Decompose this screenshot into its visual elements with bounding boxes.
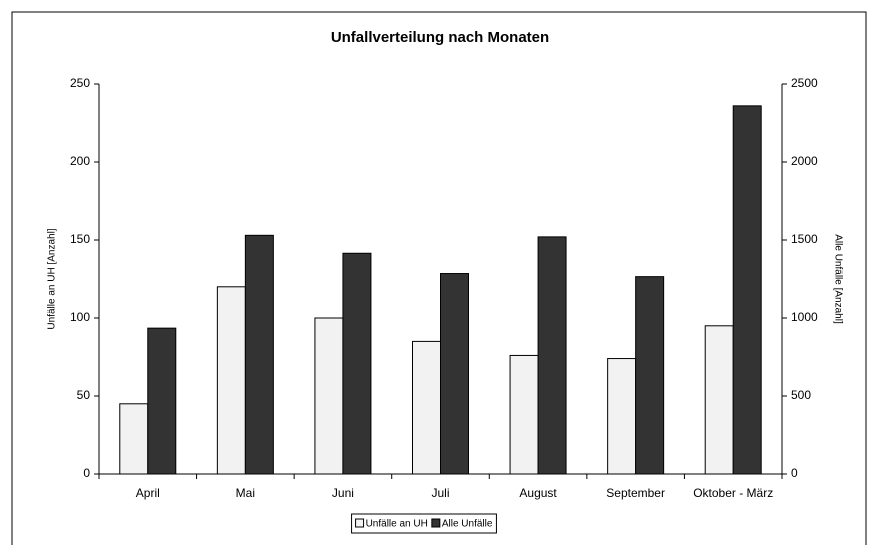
y2-axis-title: Alle Unfälle [Anzahl]	[832, 234, 843, 324]
bar	[607, 358, 637, 475]
bar	[314, 317, 344, 475]
x-tick-label: Mai	[236, 486, 255, 500]
y-tick-label: 0	[83, 466, 90, 480]
y-axis-title: Unfälle an UH [Anzahl]	[47, 228, 58, 329]
y-tick-label: 150	[70, 232, 90, 246]
bar	[704, 325, 734, 475]
bar	[440, 273, 469, 475]
y2-tick-label: 2500	[791, 76, 818, 90]
bar	[509, 354, 539, 475]
legend-label: Unfälle an UH	[366, 519, 428, 530]
bar	[732, 105, 762, 475]
legend-swatch	[431, 518, 441, 528]
x-tick-label: Juni	[332, 486, 354, 500]
y-tick-label: 250	[70, 76, 90, 90]
bar	[244, 234, 274, 475]
bar	[216, 286, 246, 475]
legend-label: Alle Unfälle	[442, 519, 493, 530]
y-tick-label: 200	[70, 154, 90, 168]
y2-tick-label: 0	[791, 466, 798, 480]
x-tick-label: Juli	[431, 486, 449, 500]
bar	[119, 403, 149, 475]
x-tick-label: September	[606, 486, 665, 500]
y2-tick-label: 1500	[791, 232, 818, 246]
bar	[635, 276, 665, 475]
legend-box	[351, 513, 497, 534]
frame	[11, 11, 867, 545]
y2-tick-label: 1000	[791, 310, 818, 324]
x-tick-label: Oktober - März	[693, 486, 773, 500]
legend-swatch	[355, 518, 365, 528]
x-tick-label: April	[136, 486, 160, 500]
x-tick-label: August	[519, 486, 557, 500]
bar	[342, 252, 372, 475]
y2-tick-label: 2000	[791, 154, 818, 168]
bar	[412, 340, 441, 475]
chart-title: Unfallverteilung nach Monaten	[331, 29, 549, 46]
legend: Unfälle an UH Alle Unfälle	[351, 513, 497, 534]
y-tick-label: 50	[77, 388, 91, 402]
y2-tick-label: 500	[791, 388, 811, 402]
y-tick-label: 100	[70, 310, 90, 324]
bar	[147, 327, 177, 475]
bar	[537, 236, 567, 475]
